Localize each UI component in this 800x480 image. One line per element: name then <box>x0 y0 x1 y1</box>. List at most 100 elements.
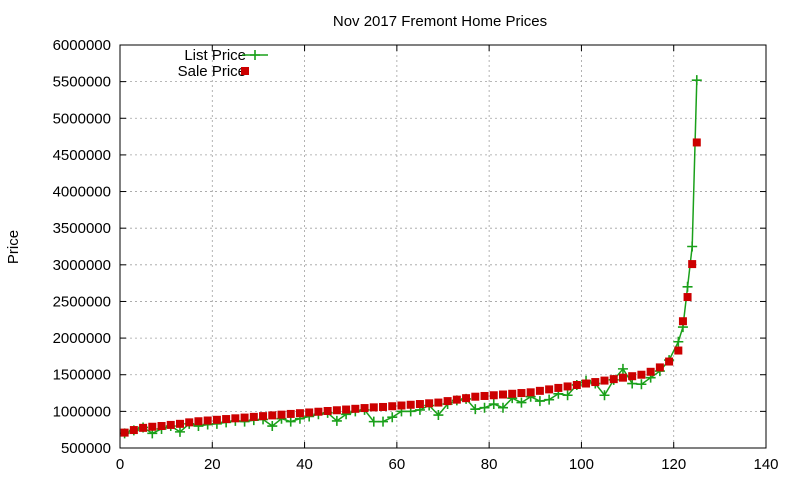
sale-price-point <box>517 389 526 398</box>
axis-ticks: 0 20 40 60 80 100 120 140 500000 1000000 1500000 20… <box>53 37 779 473</box>
sale-price-point <box>323 406 332 415</box>
sale-price-point <box>129 426 138 435</box>
y-tick-label: 4500000 <box>53 147 111 164</box>
sale-price-point <box>222 415 231 424</box>
sale-price-point <box>434 398 443 407</box>
sale-price-point <box>508 389 517 398</box>
sale-price-point <box>498 390 507 399</box>
list-price-point <box>368 416 379 427</box>
sale-price-point <box>268 411 277 420</box>
list-price-point <box>617 363 628 374</box>
sale-price-point <box>572 380 581 389</box>
y-tick-label: 3500000 <box>53 220 111 237</box>
list-price-point <box>544 394 555 405</box>
list-price-point <box>488 399 499 410</box>
list-price-point <box>174 426 185 437</box>
y-tick-label: 4000000 <box>53 184 111 201</box>
sale-price-point <box>646 367 655 376</box>
sale-price-point <box>692 138 701 147</box>
list-price-point <box>687 241 698 252</box>
sale-price-point <box>489 391 498 400</box>
list-price-point <box>267 421 278 432</box>
sale-price-point <box>462 394 471 403</box>
list-price-point <box>378 416 389 427</box>
y-tick-label: 500000 <box>61 440 111 457</box>
y-tick-label: 6000000 <box>53 37 111 54</box>
sale-price-point <box>314 407 323 416</box>
x-tick-label: 100 <box>569 456 594 473</box>
sale-price-point <box>360 404 369 413</box>
list-price-point <box>682 281 693 292</box>
y-tick-label: 5000000 <box>53 110 111 127</box>
sale-price-point <box>286 409 295 418</box>
list-price-point <box>479 402 490 413</box>
list-price-point <box>285 416 296 427</box>
y-tick-label: 3000000 <box>53 257 111 274</box>
x-tick-label: 140 <box>753 456 778 473</box>
list-price-point <box>516 397 527 408</box>
y-tick-label: 1500000 <box>53 367 111 384</box>
sale-price-point <box>148 422 157 431</box>
list-price-point <box>636 379 647 390</box>
sale-price-point <box>406 400 415 409</box>
sale-price-point <box>545 385 554 394</box>
sale-price-point <box>212 415 221 424</box>
sale-price-point <box>166 420 175 429</box>
sale-price-point <box>452 395 461 404</box>
sale-price-point <box>175 419 184 428</box>
sale-price-point <box>600 376 609 385</box>
list-price-point <box>562 390 573 401</box>
sale-price-point <box>295 409 304 418</box>
sale-price-point <box>425 399 434 408</box>
list-price-point <box>331 415 342 426</box>
plot-frame <box>119 44 767 449</box>
list-price-point <box>470 404 481 415</box>
x-tick-label: 60 <box>389 456 406 473</box>
list-price-point <box>691 75 702 86</box>
grid <box>120 45 766 448</box>
y-axis-title: Price <box>5 230 22 264</box>
sale-price-point <box>185 418 194 427</box>
sale-price-point <box>674 346 683 355</box>
x-tick-label: 0 <box>116 456 124 473</box>
y-tick-label: 2500000 <box>53 293 111 310</box>
sale-price-point <box>397 401 406 410</box>
sale-price-point <box>480 391 489 400</box>
sale-price-point <box>277 410 286 419</box>
sale-price-point <box>471 392 480 401</box>
legend-label: Sale Price <box>178 63 246 80</box>
sale-price-point <box>582 379 591 388</box>
sale-price-point <box>415 400 424 409</box>
sale-price-point <box>609 375 618 384</box>
sale-price-point <box>369 403 378 412</box>
sale-price-point <box>332 406 341 415</box>
sale-price-point <box>665 357 674 366</box>
sale-price-point <box>688 260 697 269</box>
sale-price-point <box>618 373 627 382</box>
sale-price-point <box>535 386 544 395</box>
list-price-point <box>497 402 508 413</box>
y-tick-label: 2000000 <box>53 330 111 347</box>
series-list-price <box>119 75 702 439</box>
sale-price-point <box>157 422 166 431</box>
sale-price-point <box>259 412 268 421</box>
sale-price-point <box>443 397 452 406</box>
sale-price-point <box>526 388 535 397</box>
sale-price-point <box>591 378 600 387</box>
legend-label: List Price <box>184 47 246 64</box>
sale-price-point <box>240 413 249 422</box>
plot-area <box>119 75 702 439</box>
list-price-point <box>599 390 610 401</box>
x-tick-label: 120 <box>661 456 686 473</box>
sale-price-point <box>249 412 258 421</box>
y-tick-label: 5500000 <box>53 74 111 91</box>
series-sale-price <box>120 138 701 437</box>
list-price-point <box>433 410 444 421</box>
sale-price-point <box>563 382 572 391</box>
sale-price-point <box>305 408 314 417</box>
sale-price-point <box>655 363 664 372</box>
x-tick-label: 80 <box>481 456 498 473</box>
x-tick-label: 40 <box>296 456 313 473</box>
sale-price-point <box>231 414 240 423</box>
